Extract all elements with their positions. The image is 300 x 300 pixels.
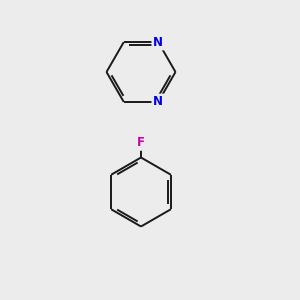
Text: F: F (137, 136, 145, 149)
Text: N: N (153, 36, 163, 49)
Text: N: N (153, 95, 163, 108)
